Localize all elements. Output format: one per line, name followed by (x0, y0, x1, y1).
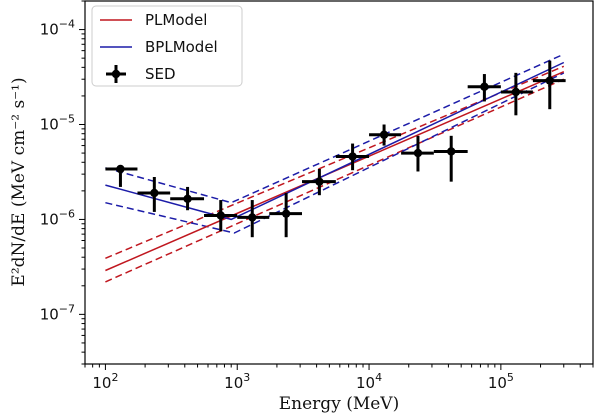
sed-marker (413, 148, 423, 158)
sed-point (532, 60, 566, 110)
legend-entry: BPLModel (100, 38, 218, 56)
axes: 102 103 104 105 10−7 10−6 10−5 10−4 (40, 0, 594, 392)
sed-point (204, 200, 238, 232)
sed-point (369, 124, 402, 146)
sed-point (401, 135, 434, 172)
sed-point (137, 176, 171, 212)
legend-marker (111, 69, 121, 79)
model-lines (105, 61, 565, 272)
legend: PLModel BPLModel SED (91, 5, 243, 87)
y-tick-label: 10−6 (40, 207, 75, 228)
sed-marker (379, 130, 389, 139)
model-bands (105, 53, 565, 283)
sed-point (105, 164, 138, 187)
plmodel-lower-band (105, 78, 565, 283)
sed-marker (183, 194, 192, 203)
sed-points (105, 60, 566, 238)
y-axis-title: E²dN/dE (MeV cm⁻² s⁻¹) (9, 77, 29, 286)
legend-box (91, 5, 243, 87)
x-tick-label: 104 (356, 371, 382, 392)
legend-label: SED (145, 65, 176, 83)
sed-point (302, 168, 336, 196)
sed-marker (248, 213, 257, 222)
y-tick-label: 10−7 (40, 302, 75, 323)
sed-marker (116, 164, 125, 174)
legend-entry: SED (106, 65, 176, 83)
sed-marker (281, 209, 291, 218)
sed-marker (348, 152, 357, 161)
bplmodel-line (105, 61, 565, 221)
sed-point (335, 143, 370, 171)
sed-marker (447, 147, 456, 156)
sed-point (237, 200, 270, 238)
plmodel-upper-band (105, 65, 565, 259)
sed-point (269, 192, 303, 238)
sed-marker (511, 87, 521, 97)
y-tick-label: 10−5 (40, 113, 75, 134)
x-tick-label: 103 (224, 371, 250, 392)
sed-point (433, 135, 468, 182)
sed-marker (480, 82, 489, 91)
x-tick-label: 102 (92, 371, 118, 392)
x-tick-label: 105 (488, 371, 514, 392)
sed-marker (150, 188, 159, 198)
bplmodel-lower-band (105, 72, 565, 234)
sed-point (467, 74, 501, 102)
legend-entry: PLModel (100, 11, 207, 29)
sed-marker (216, 211, 225, 220)
legend-label: BPLModel (145, 38, 218, 56)
legend-label: PLModel (145, 11, 207, 29)
sed-point (170, 186, 205, 211)
sed-marker (315, 177, 324, 186)
sed-marker (545, 76, 554, 85)
y-tick-label: 10−4 (40, 18, 75, 39)
x-axis-title: Energy (MeV) (279, 394, 399, 414)
sed-point (500, 72, 533, 116)
